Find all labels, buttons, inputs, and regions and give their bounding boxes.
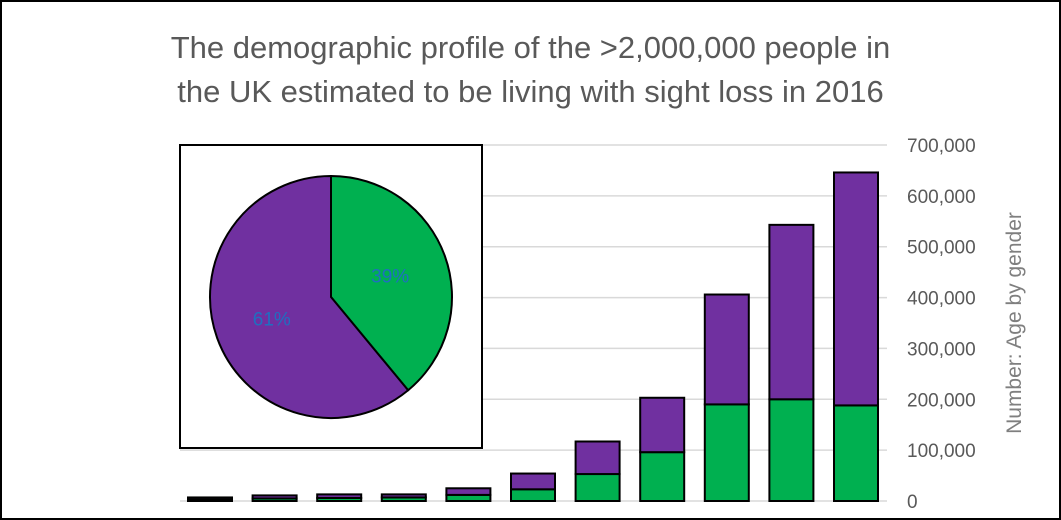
y-tick-label: 700,000 xyxy=(907,136,976,157)
y-tick-label: 500,000 xyxy=(907,238,976,259)
chart-title-line-2: the UK estimated to be living with sight… xyxy=(177,74,884,109)
bar-segment-green xyxy=(833,404,879,503)
pie-slice xyxy=(209,174,410,419)
y-axis-ticks: 0 100,000 200,000 300,000 400,000 500,000 600,… xyxy=(907,136,976,513)
bar-segment-purple xyxy=(833,171,879,407)
bar-segment-green xyxy=(703,403,750,502)
bar-segment-purple xyxy=(510,472,556,491)
pie-inset: 39% 61% xyxy=(179,144,483,449)
bar-segment-green xyxy=(510,488,556,502)
bar-segment-purple xyxy=(251,494,298,500)
y-tick-label: 100,000 xyxy=(907,441,976,462)
bar-segment-purple xyxy=(768,223,815,401)
pie-slice xyxy=(330,174,453,392)
bar-segment-green xyxy=(639,451,686,503)
bars xyxy=(187,171,879,503)
y-tick-label: 400,000 xyxy=(907,289,976,310)
chart-title: The demographic profile of the >2,000,00… xyxy=(2,26,1059,114)
y-axis-label: Number: Age by gender xyxy=(1003,212,1026,434)
y-tick-label: 600,000 xyxy=(907,187,976,208)
y-tick-label: 200,000 xyxy=(907,390,976,411)
y-tick-label: 0 xyxy=(907,492,918,513)
bar-segment-purple xyxy=(574,440,621,476)
bar-segment-green xyxy=(768,398,815,502)
bar-segment-purple xyxy=(187,496,233,501)
bar-segment-purple xyxy=(703,293,750,406)
chart-title-line-1: The demographic profile of the >2,000,00… xyxy=(170,30,891,65)
bar-segment-purple xyxy=(380,493,427,499)
bar-segment-green xyxy=(574,473,621,503)
bar-segment-purple xyxy=(639,396,686,454)
bar-segment-purple xyxy=(445,487,492,496)
pie-slice-label: 61% xyxy=(253,309,291,330)
y-tick-label: 300,000 xyxy=(907,339,976,360)
pie-slice-label: 39% xyxy=(371,267,409,288)
bar-segment-purple xyxy=(316,493,363,499)
